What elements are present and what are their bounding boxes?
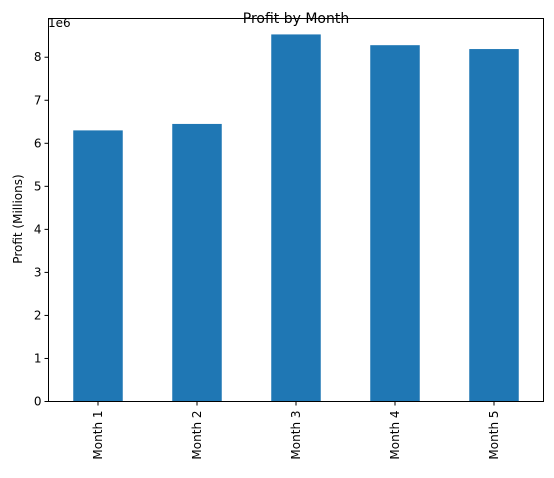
y-tick-label-6: 6: [34, 136, 42, 150]
y-axis-offset-label: 1e6: [48, 16, 71, 30]
x-tick-label-2: Month 2: [190, 411, 204, 460]
y-tick-label-7: 7: [34, 93, 42, 107]
y-tick-label-1: 1: [34, 351, 42, 365]
plot-frame: [48, 18, 544, 402]
x-tick-label-4: Month 4: [388, 411, 402, 460]
x-tick-label-1: Month 1: [91, 411, 105, 460]
bar-1: [73, 130, 123, 402]
y-tick-label-4: 4: [34, 222, 42, 236]
bar-3: [271, 34, 321, 402]
y-axis-label: Profit (Millions): [11, 174, 25, 263]
bar-2: [172, 123, 222, 402]
bar-5: [469, 49, 519, 402]
y-tick-label-2: 2: [34, 308, 42, 322]
y-tick-label-3: 3: [34, 265, 42, 279]
y-tick-label-8: 8: [34, 50, 42, 64]
x-tick-label-3: Month 3: [289, 411, 303, 460]
y-tick-label-5: 5: [34, 179, 42, 193]
x-tick-label-5: Month 5: [487, 411, 501, 460]
ticks-layer: Month 1 Month 2 Month 3 Month 4 Month 5 0 1 2 3 4…: [34, 50, 501, 459]
bars-layer: [73, 34, 519, 402]
bar-4: [370, 45, 420, 402]
y-tick-label-0: 0: [34, 395, 42, 409]
